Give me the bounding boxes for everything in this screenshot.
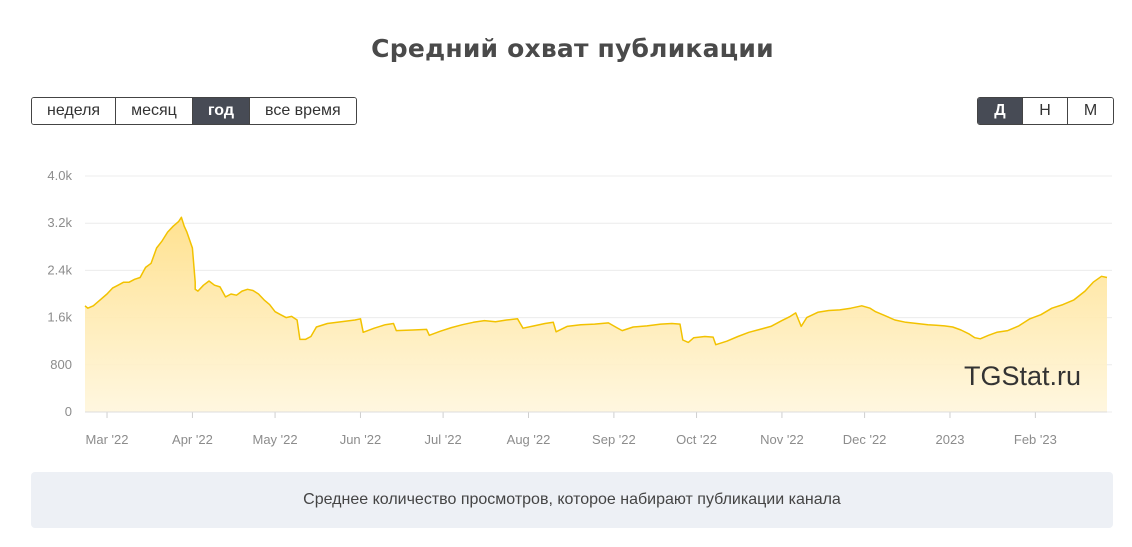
- period-week-button[interactable]: неделя: [32, 98, 117, 124]
- chart-description: Среднее количество просмотров, которое н…: [31, 472, 1113, 528]
- period-selector: неделя месяц год все время: [31, 97, 357, 125]
- series-area: [85, 217, 1107, 412]
- granularity-week-button[interactable]: Н: [1023, 98, 1068, 124]
- y-tick-label: 1.6k: [47, 310, 72, 325]
- reach-chart-svg: 0 800 1.6k 2.4k 3.2k 4.0k Mar '22 Apr '22 May '2…: [47, 168, 1112, 447]
- granularity-selector: Д Н М: [977, 97, 1114, 125]
- x-tick-label: Apr '22: [172, 432, 213, 447]
- chart-area: 0 800 1.6k 2.4k 3.2k 4.0k Mar '22 Apr '22 May '2…: [0, 140, 1132, 460]
- period-all-time-button[interactable]: все время: [250, 98, 356, 124]
- x-tick-label: Dec '22: [843, 432, 887, 447]
- x-tick-label: Aug '22: [507, 432, 551, 447]
- granularity-day-button[interactable]: Д: [978, 98, 1023, 124]
- x-tick-label: Mar '22: [86, 432, 129, 447]
- x-tick-label: Oct '22: [676, 432, 717, 447]
- series-line: [84, 216, 1108, 346]
- x-tick-label: Jun '22: [340, 432, 382, 447]
- y-tick-label: 3.2k: [47, 215, 72, 230]
- x-tick-label: Jul '22: [425, 432, 462, 447]
- x-tick-label: 2023: [936, 432, 965, 447]
- x-tick-label: May '22: [253, 432, 298, 447]
- period-month-button[interactable]: месяц: [116, 98, 193, 124]
- x-tick-label: Sep '22: [592, 432, 636, 447]
- y-tick-label: 4.0k: [47, 168, 72, 183]
- watermark: TGStat.ru: [964, 361, 1082, 391]
- y-tick-label: 0: [65, 404, 72, 419]
- x-tick-label: Nov '22: [760, 432, 804, 447]
- granularity-month-button[interactable]: М: [1068, 98, 1113, 124]
- chart-title: Средний охват публикации: [371, 34, 774, 63]
- y-tick-label: 2.4k: [47, 262, 72, 277]
- period-year-button[interactable]: год: [192, 98, 250, 124]
- y-tick-label: 800: [50, 357, 72, 372]
- x-tick-label: Feb '23: [1014, 432, 1057, 447]
